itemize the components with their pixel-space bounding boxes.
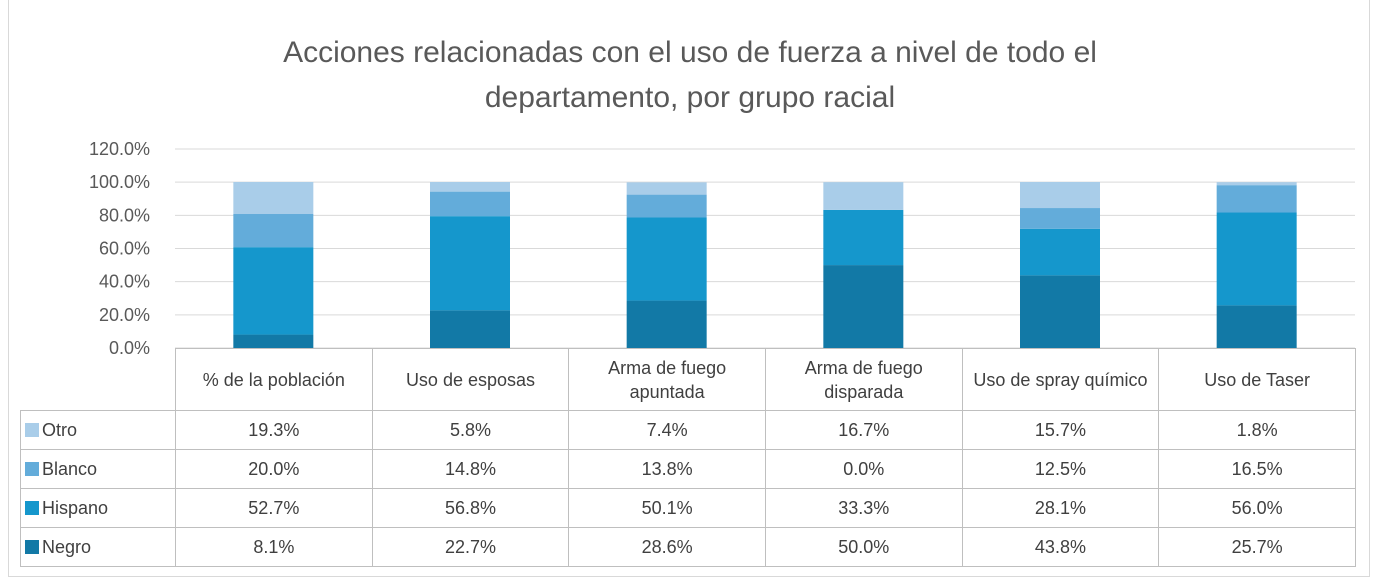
bar-segment (626, 300, 707, 348)
category-label: Arma de fuego apuntada (568, 348, 766, 411)
data-label: 52.7% (175, 488, 373, 528)
data-label: 20.0% (175, 449, 373, 489)
data-label: 25.7% (1158, 527, 1356, 567)
data-label: 22.7% (371, 527, 570, 567)
category-label: Uso de spray químico (961, 348, 1160, 411)
data-table: % de la población Uso de esposas Arma de f… (20, 348, 1356, 567)
bar-segment (430, 182, 510, 192)
y-tick-label: 80.0% (99, 205, 150, 225)
data-row: Negro 8.1% 22.7% 28.6% 50.0% 43.8% 25.7% (20, 527, 1356, 567)
bar-segment (823, 182, 904, 210)
legend-label: Negro (42, 537, 92, 557)
data-label: 1.8% (1158, 410, 1356, 450)
bar-segment (626, 182, 707, 195)
legend-key (25, 423, 39, 437)
data-label: 16.7% (764, 410, 963, 450)
y-tick-label: 120.0% (89, 139, 150, 159)
data-label: 12.5% (961, 449, 1160, 489)
blank-cell (20, 348, 176, 411)
legend-cell: Otro (20, 410, 176, 450)
data-row: Hispano 52.7% 56.8% 50.1% 33.3% 28.1% 56.0% (20, 488, 1356, 528)
category-label: Arma de fuego disparada (764, 348, 963, 411)
legend-label: Hispano (42, 498, 109, 518)
y-tick-label: 20.0% (99, 305, 150, 325)
data-label: 50.1% (568, 488, 766, 528)
data-label: 7.4% (568, 410, 766, 450)
data-label: 19.3% (175, 410, 373, 450)
y-tick-label: 60.0% (99, 239, 150, 259)
data-row: Otro 19.3% 5.8% 7.4% 16.7% 15.7% 1.8% (20, 410, 1356, 450)
bar-segment (823, 209, 904, 266)
category-label: Uso de esposas (371, 348, 570, 411)
data-label: 14.8% (371, 449, 570, 489)
data-label: 56.0% (1158, 488, 1356, 528)
legend-label: Otro (42, 420, 78, 440)
bar-segment (1020, 182, 1100, 209)
bar-segment (233, 214, 314, 248)
bar-segment (233, 334, 314, 348)
bar-segment (626, 217, 707, 301)
title-line: departamento, por grupo racial (485, 81, 895, 114)
bar-segment (233, 247, 314, 335)
bar-segment (430, 216, 510, 311)
legend-key (25, 540, 39, 554)
legend-label: Blanco (42, 459, 98, 479)
bar-segment (1216, 182, 1297, 186)
bar-segment (626, 194, 707, 218)
data-row: Blanco 20.0% 14.8% 13.8% 0.0% 12.5% 16.5% (20, 449, 1356, 489)
data-label: 0.0% (764, 449, 963, 489)
category-label: % de la población (175, 348, 373, 411)
y-tick-label: 40.0% (99, 272, 150, 292)
data-label: 13.8% (568, 449, 766, 489)
bar-segment (1020, 275, 1100, 348)
data-label: 5.8% (371, 410, 570, 450)
data-label: 56.8% (371, 488, 570, 528)
bar-segment (1216, 212, 1297, 306)
legend-key (25, 462, 39, 476)
data-label: 8.1% (175, 527, 373, 567)
data-label: 28.6% (568, 527, 766, 567)
chart-frame (8, 0, 1370, 577)
legend-cell: Blanco (20, 449, 176, 489)
legend-cell: Hispano (20, 488, 176, 528)
chart-title: Acciones relacionadas con el uso de fuer… (283, 36, 1097, 114)
bar-segment (823, 265, 904, 348)
bar-segment (1020, 228, 1100, 276)
bar-segment (430, 191, 510, 217)
title-line: Acciones relacionadas con el uso de fuer… (283, 36, 1097, 69)
data-label: 15.7% (961, 410, 1160, 450)
y-tick-label: 100.0% (89, 172, 150, 192)
legend-key (25, 501, 39, 515)
legend-cell: Negro (20, 527, 176, 567)
data-label: 43.8% (961, 527, 1160, 567)
bar-segment (430, 310, 510, 348)
header-row: % de la población Uso de esposas Arma de f… (20, 348, 1356, 411)
data-label: 16.5% (1158, 449, 1356, 489)
bar-segment (1216, 185, 1297, 213)
data-label: 33.3% (764, 488, 963, 528)
bar-segment (1020, 208, 1100, 229)
data-label: 50.0% (764, 527, 963, 567)
bar-segment (1216, 305, 1297, 348)
data-label: 28.1% (961, 488, 1160, 528)
category-label: Uso de Taser (1158, 348, 1356, 411)
bar-segment (233, 182, 314, 215)
